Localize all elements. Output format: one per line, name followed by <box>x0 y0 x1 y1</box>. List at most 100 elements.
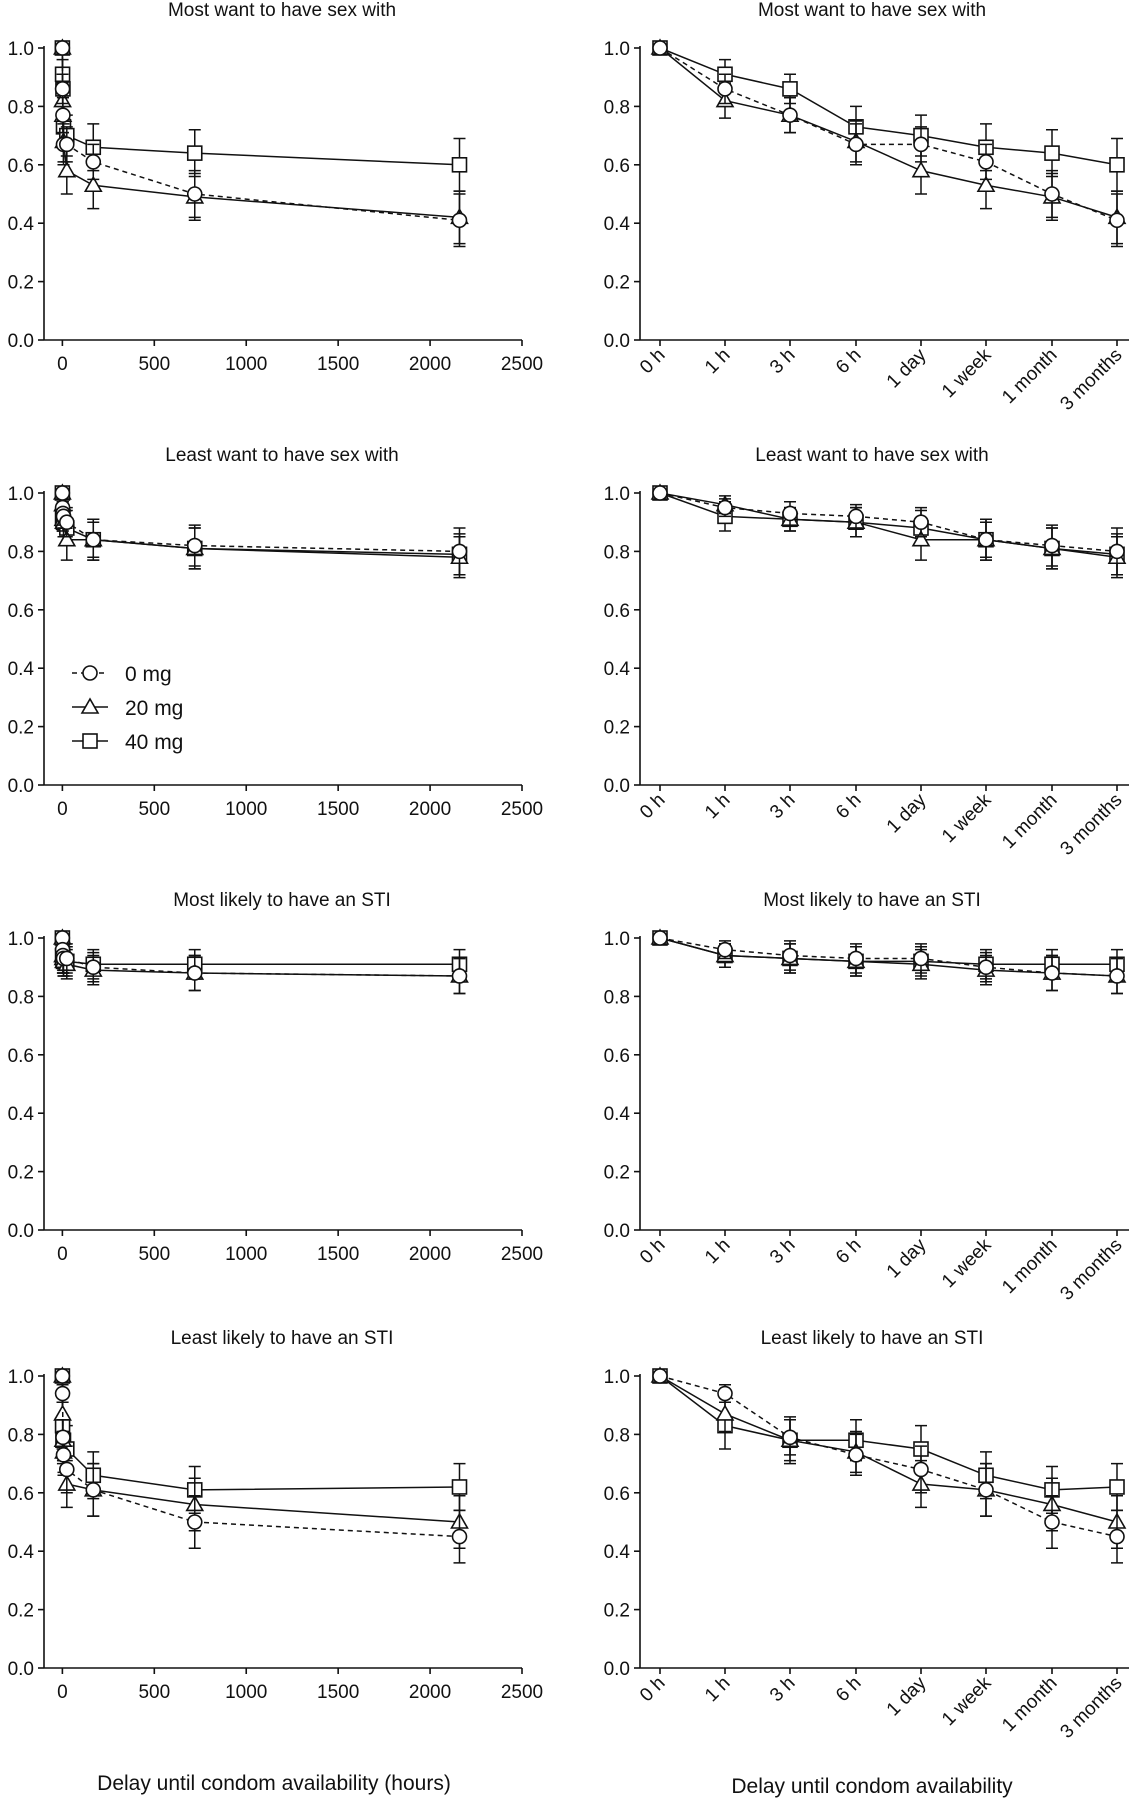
y-tick-label: 0.2 <box>604 718 630 739</box>
data-point-circle <box>717 941 733 958</box>
y-tick-label: 0.0 <box>604 331 630 352</box>
chart-title: Most want to have sex with <box>168 0 396 21</box>
y-tick-label: 0.0 <box>8 776 34 797</box>
x-tick-label: 1000 <box>225 1682 267 1703</box>
y-tick-label: 0.6 <box>8 601 34 622</box>
series-line-40mg <box>61 47 460 166</box>
data-point-circle <box>58 136 75 153</box>
legend: 0 mg 20 mg 40 mg <box>72 663 183 754</box>
legend-marker-square <box>82 733 98 749</box>
series-line-0mg <box>659 1375 1118 1538</box>
data-point-circle <box>848 136 864 153</box>
x-tick-label: 1 day <box>883 1234 931 1282</box>
x-axis-label-hours: Delay until condom availability (hours) <box>97 1772 451 1795</box>
y-tick-label: 1.0 <box>8 1367 34 1388</box>
series-line-40mg <box>61 492 460 556</box>
data-point-circle <box>54 40 71 56</box>
data-point-square <box>1109 157 1125 173</box>
x-tick-label: 1000 <box>225 799 267 820</box>
x-tick-label: 3 months <box>1056 345 1126 415</box>
x-tick-label: 1 day <box>883 1672 931 1720</box>
x-tick-label: 2500 <box>501 354 543 375</box>
y-tick-label: 0.4 <box>8 214 35 235</box>
x-tick-label: 3 h <box>766 1673 800 1707</box>
y-tick-label: 0.2 <box>8 1163 34 1184</box>
series-line-20mg <box>659 492 1118 558</box>
legend-marker-triangle <box>80 697 100 714</box>
data-point-circle <box>451 968 468 984</box>
chart-panel-7: Least likely to have an STI 0.0 0.2 0.4 0.6 0… <box>8 1328 544 1703</box>
data-point-circle <box>451 212 468 229</box>
data-point-circle <box>913 136 929 153</box>
x-tick-label: 1000 <box>225 354 267 375</box>
y-tick-label: 0.2 <box>8 273 34 294</box>
x-tick-label: 1 week <box>938 344 996 402</box>
x-tick-label: 3 months <box>1056 1673 1126 1743</box>
y-tick-label: 0.4 <box>8 1104 35 1125</box>
x-tick-label: 500 <box>138 1244 170 1265</box>
x-tick-label: 0 h <box>636 1235 670 1269</box>
data-point-circle <box>782 107 798 123</box>
data-point-circle <box>978 1482 994 1498</box>
data-point-circle <box>782 1429 798 1446</box>
series-line-20mg <box>61 47 460 219</box>
series-line-40mg <box>61 1375 460 1491</box>
y-tick-label: 1.0 <box>8 39 34 60</box>
data-point-circle <box>58 1461 75 1478</box>
x-tick-label: 1 week <box>938 1234 996 1292</box>
y-tick-label: 0.4 <box>604 1104 631 1125</box>
series-line-20mg <box>659 1375 1118 1523</box>
x-tick-label: 2000 <box>409 354 451 375</box>
data-point-circle <box>717 499 733 516</box>
data-point-triangle <box>57 161 77 178</box>
y-tick-label: 0.2 <box>604 1601 630 1622</box>
y-tick-label: 0.6 <box>8 156 34 177</box>
data-point-circle <box>85 1482 102 1498</box>
y-tick-label: 0.2 <box>604 273 630 294</box>
data-point-square <box>186 145 203 161</box>
y-tick-label: 0.0 <box>8 331 34 352</box>
x-tick-label: 500 <box>138 1682 170 1703</box>
data-point-circle <box>58 950 75 967</box>
y-tick-label: 1.0 <box>8 929 34 950</box>
x-tick-label: 500 <box>138 799 170 820</box>
series-line-0mg <box>61 492 460 553</box>
series-line-40mg <box>659 1375 1118 1491</box>
x-tick-label: 500 <box>138 354 170 375</box>
data-point-circle <box>782 505 798 522</box>
x-axis-label-delay: Delay until condom availability <box>731 1775 1013 1798</box>
data-point-circle <box>717 1385 733 1402</box>
y-tick-label: 1.0 <box>604 484 630 505</box>
x-tick-label: 0 <box>57 799 68 820</box>
data-point-circle <box>848 950 864 967</box>
y-tick-label: 0.0 <box>604 776 630 797</box>
data-point-circle <box>913 514 929 531</box>
series-line-0mg <box>61 1375 460 1538</box>
x-tick-label: 1 h <box>701 1673 735 1707</box>
y-tick-label: 0.4 <box>604 1542 631 1563</box>
chart-panel-2: Most want to have sex with 0.0 0.2 0.4 0.6 0.… <box>604 0 1129 415</box>
data-point-circle <box>652 1368 668 1384</box>
data-point-circle <box>186 186 203 202</box>
y-tick-label: 0.8 <box>604 1425 630 1446</box>
data-point-circle <box>186 965 203 981</box>
data-point-triangle <box>57 530 77 547</box>
data-point-circle <box>85 531 102 548</box>
y-tick-label: 0.6 <box>604 1484 630 1505</box>
series-line-0mg <box>61 47 460 222</box>
x-tick-label: 1 month <box>998 345 1061 408</box>
data-point-circle <box>652 485 668 501</box>
x-tick-label: 0 <box>57 1682 68 1703</box>
y-tick-label: 0.6 <box>8 1046 34 1067</box>
x-tick-label: 1500 <box>317 1244 359 1265</box>
y-tick-label: 0.8 <box>8 987 34 1008</box>
data-point-circle <box>451 543 468 560</box>
y-tick-label: 0.6 <box>604 156 630 177</box>
x-tick-label: 1500 <box>317 354 359 375</box>
y-tick-label: 0.0 <box>8 1659 34 1680</box>
data-point-circle <box>186 1514 203 1530</box>
chart-title: Most want to have sex with <box>758 0 986 21</box>
y-tick-label: 0.8 <box>8 542 34 563</box>
y-tick-label: 0.2 <box>604 1163 630 1184</box>
data-point-circle <box>85 154 102 170</box>
